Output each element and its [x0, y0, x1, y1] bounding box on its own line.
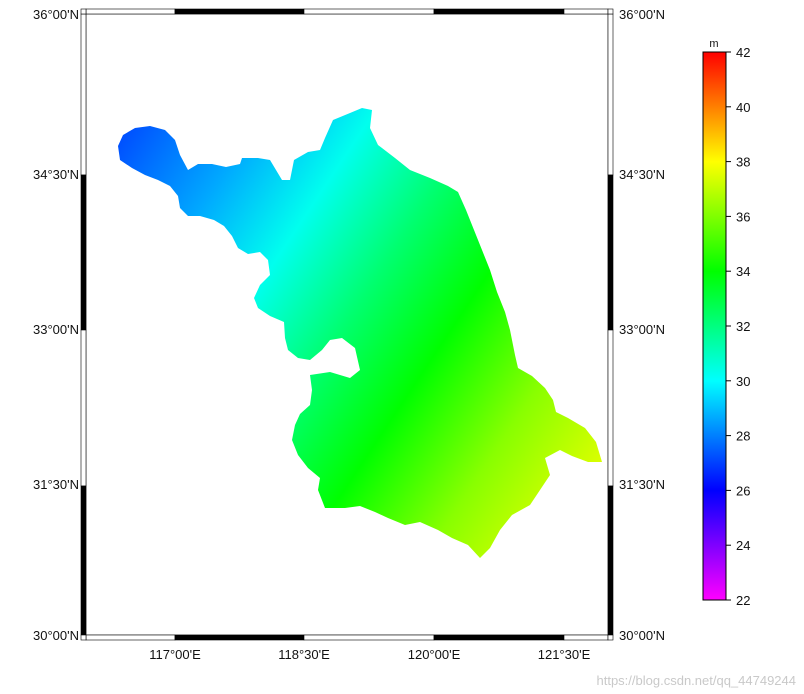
colorbar-tick-label: 42: [736, 45, 750, 60]
frame-segment-right: [607, 13, 614, 176]
colorbar-tick-label: 36: [736, 209, 750, 224]
latitude-labels-left: 36°00'N 34°30'N 33°00'N 31°30'N 30°00'N: [33, 7, 79, 643]
lon-tick-label: 118°30'E: [278, 647, 330, 662]
map-frame: [80, 8, 614, 641]
frame-segment-top: [174, 8, 305, 15]
lat-tick-label: 31°30'N: [619, 477, 665, 492]
frame-segment-bottom: [563, 634, 609, 641]
colorbar-tick-label: 22: [736, 593, 750, 608]
lat-tick-label: 31°30'N: [33, 477, 79, 492]
longitude-labels-bottom: 117°00'E 118°30'E 120°00'E 121°30'E: [149, 647, 590, 662]
jiangsu-region: [118, 108, 602, 558]
frame-segment-left: [80, 174, 87, 331]
frame-segment-top: [85, 8, 176, 15]
frame-segment-right: [607, 174, 614, 331]
frame-segment-top: [303, 8, 435, 15]
colorbar: m 22 24 26 28 30 32 34 36 38 40 42: [702, 38, 750, 608]
frame-segment-right: [607, 329, 614, 487]
lat-tick-label: 33°00'N: [33, 322, 79, 337]
frame-segment-bottom: [174, 634, 305, 641]
lat-tick-label: 34°30'N: [33, 167, 79, 182]
colorbar-tick-label: 30: [736, 374, 750, 389]
colorbar-tick-label: 32: [736, 319, 750, 334]
colorbar-tick-label: 40: [736, 100, 750, 115]
colorbar-tick-label: 34: [736, 264, 750, 279]
frame-corner: [607, 634, 614, 641]
colorbar-gradient: [702, 51, 727, 601]
frame-segment-top: [563, 8, 609, 15]
lon-tick-label: 121°30'E: [538, 647, 591, 662]
colorbar-tick-label: 38: [736, 155, 750, 170]
colorbar-unit-label: m: [709, 38, 718, 50]
frame-segment-bottom: [433, 634, 565, 641]
watermark-text: https://blog.csdn.net/qq_44749244: [596, 673, 797, 688]
latitude-labels-right: 36°00'N 34°30'N 33°00'N 31°30'N 30°00'N: [619, 7, 665, 643]
frame-segment-top: [433, 8, 565, 15]
lat-tick-label: 36°00'N: [33, 7, 79, 22]
frame-segment-bottom: [303, 634, 435, 641]
colorbar-tick-label: 26: [736, 483, 750, 498]
colorbar-tick-label: 24: [736, 538, 750, 553]
lat-tick-label: 34°30'N: [619, 167, 665, 182]
colorbar-ticks: 22 24 26 28 30 32 34 36 38 40 42: [726, 45, 750, 608]
frame-segment-left: [80, 13, 87, 176]
lat-tick-label: 36°00'N: [619, 7, 665, 22]
lon-tick-label: 117°00'E: [149, 647, 201, 662]
lat-tick-label: 33°00'N: [619, 322, 665, 337]
frame-corner: [80, 634, 87, 641]
frame-segment-left: [80, 329, 87, 487]
frame-segment-bottom: [85, 634, 176, 641]
lat-tick-label: 30°00'N: [33, 628, 79, 643]
frame-segment-right: [607, 485, 614, 636]
frame-corner: [607, 8, 614, 15]
frame-corner: [80, 8, 87, 15]
colorbar-tick-label: 28: [736, 429, 750, 444]
lon-tick-label: 120°00'E: [408, 647, 461, 662]
lat-tick-label: 30°00'N: [619, 628, 665, 643]
frame-segment-left: [80, 485, 87, 636]
